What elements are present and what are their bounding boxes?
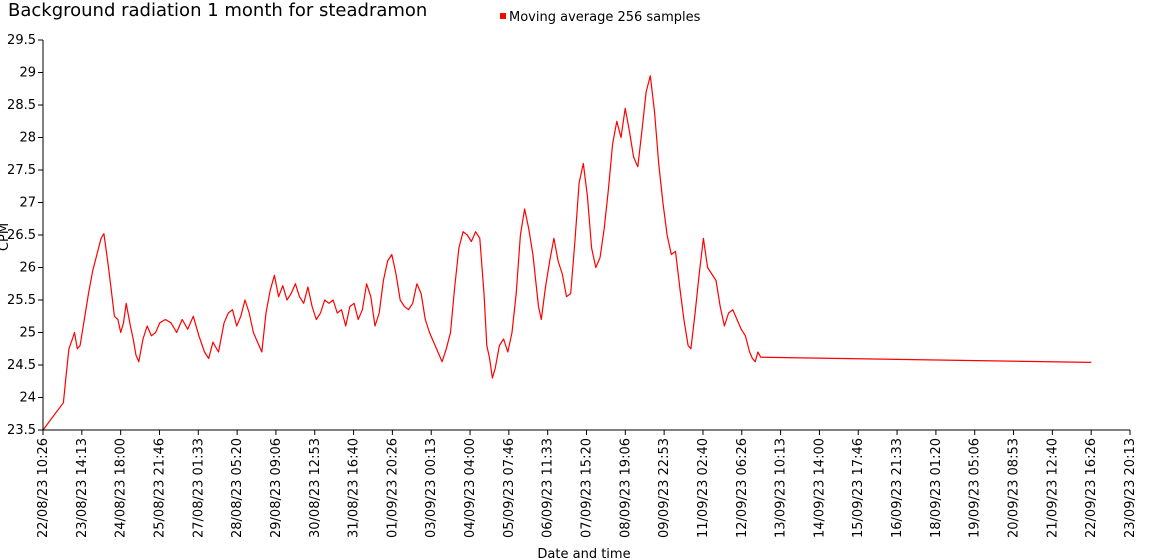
y-tick-label: 26.5 (7, 228, 36, 243)
x-tick-label: 09/09/23 22:53 (657, 438, 672, 538)
x-tick-label: 13/09/23 10:13 (774, 438, 789, 538)
x-tick-label: 01/09/23 20:26 (385, 438, 400, 538)
x-axis-title: Date and time (537, 547, 630, 560)
x-tick-label: 18/09/23 01:20 (929, 438, 944, 538)
x-tick-label: 05/09/23 07:46 (502, 438, 517, 538)
x-tick-label: 29/08/23 09:06 (269, 438, 284, 538)
x-tick-label: 30/08/23 12:53 (308, 438, 323, 538)
x-tick-label: 23/09/23 20:13 (1123, 438, 1138, 538)
y-axis: 23.5 24 24.5 25 25.5 26 26.5 27 27.5 28 28.5 29 29.5 (7, 33, 44, 438)
x-tick-label: 07/09/23 15:20 (580, 438, 595, 538)
y-tick-label: 24.5 (7, 358, 36, 373)
x-tick-label: 20/09/23 08:53 (1007, 438, 1022, 538)
x-axis: 22/08/23 10:26 23/08/23 14:13 24/08/23 18:… (36, 429, 1138, 538)
x-tick-label: 22/09/23 16:26 (1084, 438, 1099, 538)
y-tick-label: 29 (19, 66, 36, 81)
x-tick-label: 04/09/23 04:00 (463, 438, 478, 538)
y-tick-label: 28 (19, 131, 36, 146)
legend-swatch (500, 13, 506, 19)
x-tick-label: 03/09/23 00:13 (424, 438, 439, 538)
x-tick-label: 22/08/23 10:26 (36, 438, 51, 538)
y-tick-label: 27.5 (7, 163, 36, 178)
y-tick-label: 29.5 (7, 33, 36, 48)
y-tick-label: 24 (19, 391, 36, 406)
y-tick-label: 26 (19, 261, 36, 276)
x-tick-label: 08/09/23 19:06 (618, 438, 633, 538)
y-tick-label: 25.5 (7, 293, 36, 308)
x-tick-label: 24/08/23 18:00 (114, 438, 129, 538)
x-tick-label: 14/09/23 14:00 (812, 438, 827, 538)
x-tick-label: 11/09/23 02:40 (696, 438, 711, 538)
x-tick-label: 12/09/23 06:26 (735, 438, 750, 538)
y-tick-label: 27 (19, 196, 36, 211)
x-tick-label: 27/08/23 01:33 (191, 438, 206, 538)
legend-label: Moving average 256 samples (509, 10, 701, 25)
x-tick-label: 16/09/23 21:33 (890, 438, 905, 538)
x-tick-label: 31/08/23 16:40 (347, 438, 362, 538)
plot-area (42, 75, 1092, 431)
x-tick-label: 23/08/23 14:13 (75, 438, 90, 538)
chart-title: Background radiation 1 month for steadra… (8, 0, 427, 21)
x-tick-label: 25/08/23 21:46 (152, 438, 167, 538)
x-tick-label: 28/08/23 05:20 (230, 438, 245, 538)
x-tick-label: 19/09/23 05:06 (968, 438, 983, 538)
legend: Moving average 256 samples (500, 10, 701, 25)
x-tick-label: 06/09/23 11:33 (541, 438, 556, 538)
y-tick-label: 23.5 (7, 423, 36, 438)
y-axis-title: CPM (0, 223, 12, 251)
x-tick-label: 15/09/23 17:46 (851, 438, 866, 538)
series-line-0 (42, 75, 1092, 431)
x-tick-label: 21/09/23 12:40 (1045, 438, 1060, 538)
y-tick-label: 28.5 (7, 98, 36, 113)
y-tick-label: 25 (19, 326, 36, 341)
